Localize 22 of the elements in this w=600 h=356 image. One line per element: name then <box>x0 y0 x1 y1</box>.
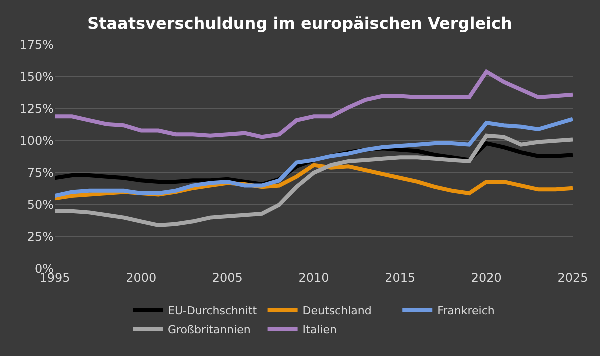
line-series <box>55 134 573 228</box>
y-tick-label: 50% <box>27 198 54 212</box>
y-tick-label: 175% <box>20 38 54 52</box>
legend-label: Italien <box>302 324 337 337</box>
line-series <box>55 70 573 140</box>
x-tick-label: 2025 <box>558 271 588 285</box>
line-series <box>55 117 573 198</box>
x-tick-label: 2015 <box>385 271 416 285</box>
legend-label: Großbritannien <box>168 324 251 337</box>
chart-title: Staatsverschuldung im europäischen Vergleich <box>88 14 512 33</box>
x-tick-label: 2000 <box>126 271 157 285</box>
x-tick-label: 2010 <box>298 271 330 285</box>
legend-label: Frankreich <box>438 304 495 318</box>
x-tick-label: 2020 <box>471 271 502 285</box>
x-tick-label: 2005 <box>212 271 243 285</box>
y-tick-label: 25% <box>27 230 54 244</box>
legend-label: Deutschland <box>302 304 372 318</box>
legend-label: EU-Durchschnitt <box>168 304 258 318</box>
y-tick-label: 100% <box>20 134 54 148</box>
y-tick-label: 75% <box>27 166 54 180</box>
y-tick-label: 150% <box>20 70 54 84</box>
y-tick-label: 125% <box>20 102 54 116</box>
